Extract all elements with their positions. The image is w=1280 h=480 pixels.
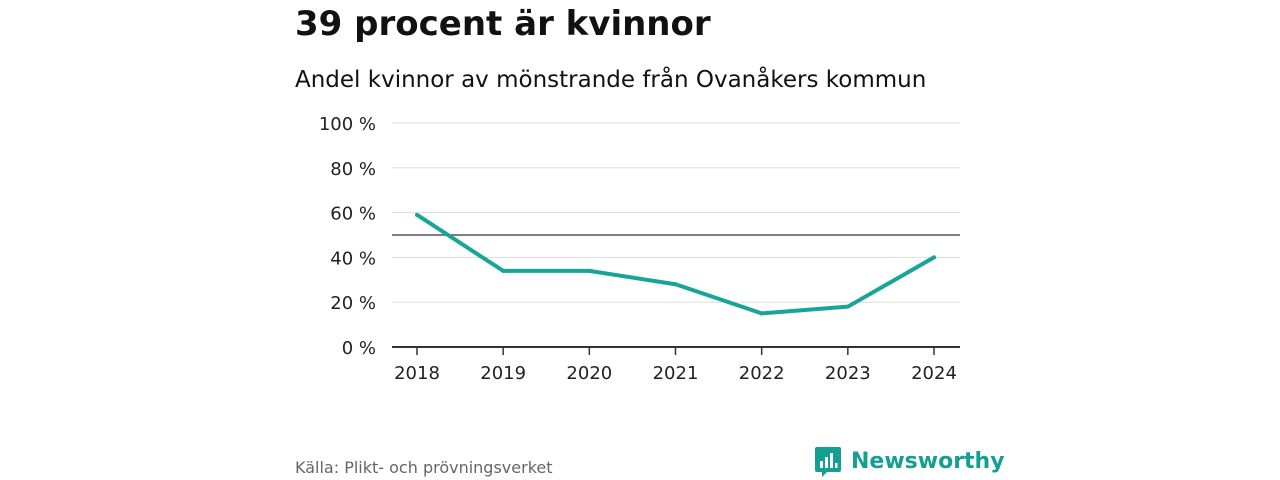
x-tick-label: 2024	[911, 363, 957, 384]
chart-title: 39 procent är kvinnor	[295, 4, 711, 44]
x-tick-label: 2022	[739, 363, 785, 384]
y-tick-label: 100 %	[319, 114, 376, 135]
x-tick-label: 2021	[653, 363, 699, 384]
brand-logo[interactable]: Newsworthy	[814, 446, 1005, 478]
x-tick-label: 2023	[825, 363, 871, 384]
data-point-2022	[759, 311, 764, 316]
x-tick-label: 2018	[394, 363, 440, 384]
series-group	[415, 212, 936, 316]
data-point-2023	[845, 304, 850, 309]
data-point-2018	[415, 212, 419, 217]
y-tick-label: 20 %	[330, 293, 376, 314]
y-tick-label: 40 %	[330, 248, 376, 269]
data-point-2020	[587, 268, 592, 273]
x-axis	[392, 346, 960, 355]
grid-lines	[392, 122, 960, 303]
y-axis-labels: 0 % 20 % 40 % 60 % 80 % 100 %	[319, 114, 376, 359]
data-point-2019	[501, 268, 506, 273]
x-axis-labels: 2018 2019 2020 2021 2022 2023 2024	[394, 363, 957, 384]
series-line	[415, 212, 936, 316]
x-tick-label: 2020	[566, 363, 612, 384]
y-tick-label: 80 %	[330, 159, 376, 180]
y-tick-label: 0 %	[342, 338, 376, 359]
chart-subtitle: Andel kvinnor av mönstrande från Ovanåke…	[295, 67, 927, 93]
data-point-2024	[932, 255, 936, 260]
y-tick-label: 60 %	[330, 204, 376, 225]
x-tick-label: 2019	[480, 363, 526, 384]
brand-name: Newsworthy	[851, 449, 1005, 474]
newsworthy-logo-icon	[815, 447, 841, 477]
data-point-2021	[673, 282, 678, 287]
source-note: Källa: Plikt- och prövningsverket	[295, 458, 553, 477]
